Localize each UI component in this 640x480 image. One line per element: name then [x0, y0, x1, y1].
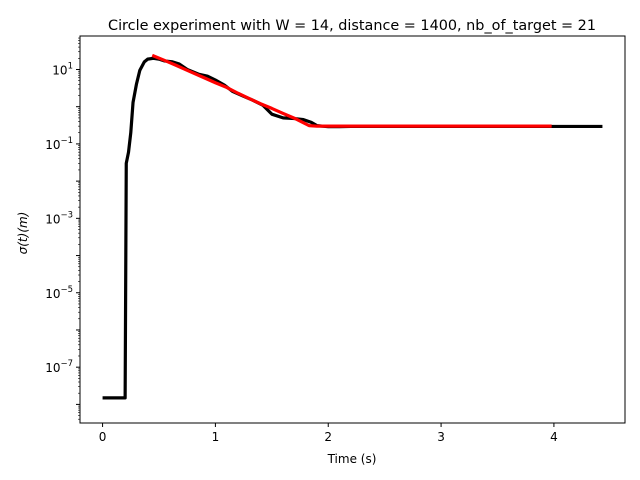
- plot-frame: [79, 35, 626, 424]
- x-tick-label: 4: [550, 430, 558, 444]
- series-line-1: [102, 56, 603, 400]
- plot-area: [102, 53, 603, 400]
- y-tick-label: 10−5: [45, 285, 73, 301]
- x-tick-label: 2: [324, 430, 332, 444]
- x-axis: 0 1 2 3 4: [99, 423, 558, 444]
- y-tick-label: 10−1: [45, 136, 73, 152]
- x-axis-label: Time (s): [327, 452, 377, 466]
- y-axis: 101 10−1 10−3 10−5 10−7: [45, 37, 80, 420]
- y-axis-label: σ(t)(m): [16, 212, 30, 255]
- x-tick-label: 0: [99, 430, 107, 444]
- y-tick-label: 10−3: [45, 210, 73, 226]
- x-tick-label: 3: [437, 430, 445, 444]
- series-line-2: [151, 53, 552, 128]
- x-tick-label: 1: [212, 430, 220, 444]
- y-tick-label: 101: [52, 61, 73, 77]
- y-tick-label: 10−7: [45, 359, 73, 375]
- chart-title: Circle experiment with W = 14, distance …: [108, 18, 596, 34]
